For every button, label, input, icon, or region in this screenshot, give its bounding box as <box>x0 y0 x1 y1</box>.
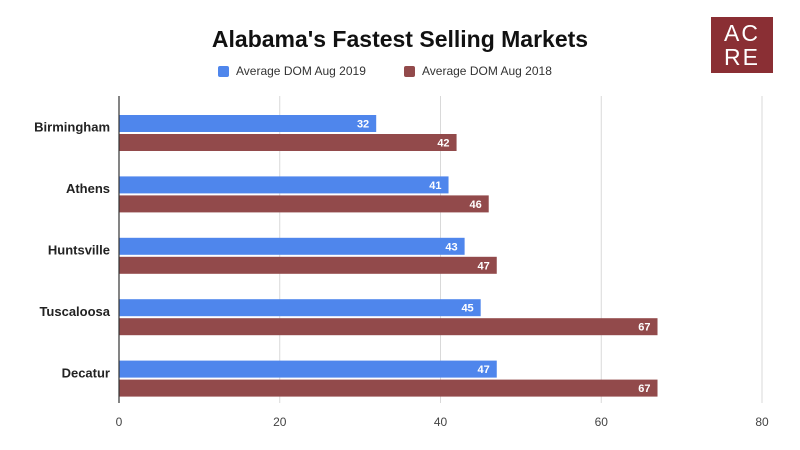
data-label-athens-2019: 41 <box>429 180 441 192</box>
bar-decatur-2019 <box>119 360 497 378</box>
logo-line-1: AC <box>724 20 760 46</box>
bar-tuscaloosa-2018 <box>119 318 658 336</box>
data-label-birmingham-2018: 42 <box>437 138 449 150</box>
data-label-huntsville-2019: 43 <box>445 241 457 253</box>
bar-athens-2018 <box>119 195 489 213</box>
data-label-huntsville-2018: 47 <box>478 260 490 272</box>
x-tick-label-40: 40 <box>434 415 448 429</box>
category-label-tuscaloosa: Tuscaloosa <box>39 304 110 319</box>
x-tick-label-60: 60 <box>595 415 609 429</box>
legend-item-2018: Average DOM Aug 2018 <box>404 64 552 78</box>
category-label-decatur: Decatur <box>62 365 110 380</box>
bar-tuscaloosa-2019 <box>119 299 481 317</box>
data-label-tuscaloosa-2019: 45 <box>461 303 473 315</box>
acre-logo: AC RE <box>711 17 773 73</box>
chart-title: Alabama's Fastest Selling Markets <box>211 26 589 52</box>
category-label-birmingham: Birmingham <box>34 120 110 135</box>
bar-decatur-2018 <box>119 379 658 397</box>
data-label-birmingham-2019: 32 <box>357 119 369 131</box>
legend-swatch-2018 <box>404 65 415 77</box>
bar-birmingham-2018 <box>119 134 457 151</box>
bar-birmingham-2019 <box>119 115 377 132</box>
data-label-decatur-2019: 47 <box>478 364 490 376</box>
category-label-athens: Athens <box>66 181 110 196</box>
data-label-decatur-2018: 67 <box>638 383 650 395</box>
legend-label-2019: Average DOM Aug 2019 <box>236 64 366 78</box>
legend-label-2018: Average DOM Aug 2018 <box>422 64 552 78</box>
chart-legend: Average DOM Aug 2019 Average DOM Aug 201… <box>0 64 800 84</box>
data-label-athens-2018: 46 <box>469 199 481 211</box>
x-tick-label-80: 80 <box>755 415 769 429</box>
bar-huntsville-2019 <box>119 237 465 255</box>
data-label-tuscaloosa-2018: 67 <box>638 322 650 334</box>
bar-huntsville-2018 <box>119 256 497 274</box>
bar-athens-2019 <box>119 176 449 194</box>
category-label-huntsville: Huntsville <box>48 243 110 258</box>
legend-item-2019: Average DOM Aug 2019 <box>218 64 366 78</box>
legend-swatch-2019 <box>218 65 229 77</box>
x-tick-label-0: 0 <box>116 415 123 429</box>
x-tick-label-20: 20 <box>273 415 287 429</box>
logo-line-2: RE <box>724 44 760 70</box>
